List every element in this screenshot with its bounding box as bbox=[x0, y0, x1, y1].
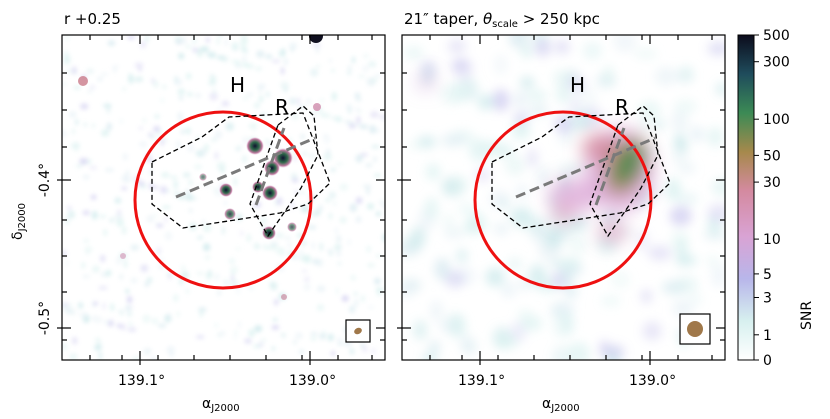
right-ticks bbox=[397, 35, 725, 365]
relic-width-line bbox=[254, 127, 286, 206]
label-R: R bbox=[275, 95, 289, 119]
right-panel: 21″ taper, θscale > 250 kpc H R bbox=[397, 10, 726, 414]
right-panel-frame bbox=[401, 34, 726, 361]
diffuse-emission bbox=[416, 74, 654, 242]
left-y-axis-label: δJ2000 bbox=[10, 203, 28, 240]
beam-indicator bbox=[679, 313, 711, 345]
colorbar-tick-label: 500 bbox=[763, 28, 790, 44]
colorbar-tick-label: 50 bbox=[763, 148, 781, 164]
colorbar-gradient bbox=[737, 34, 755, 361]
colorbar-tick-label: 5 bbox=[763, 267, 772, 283]
relic-width-line bbox=[594, 127, 626, 206]
svg-text:SNR: SNR bbox=[799, 301, 815, 330]
region-H-outline bbox=[151, 112, 331, 229]
noise-field bbox=[62, 35, 385, 360]
svg-text:-0.5°: -0.5° bbox=[37, 301, 53, 335]
left-panel: r +0.25 bbox=[10, 10, 386, 414]
left-ytick-label-2: -0.5° bbox=[37, 301, 53, 335]
region-H-outline bbox=[491, 112, 671, 229]
right-xtick-label-2: 139.0° bbox=[629, 373, 676, 389]
left-panel-image: H R bbox=[62, 35, 385, 360]
colorbar-tick-label: 3 bbox=[763, 291, 772, 307]
relic-axis-line bbox=[515, 136, 656, 199]
label-R: R bbox=[615, 95, 629, 119]
left-xtick-label-1: 139.1° bbox=[118, 373, 165, 389]
label-H: H bbox=[230, 73, 245, 97]
colorbar-tick-label: 10 bbox=[763, 232, 781, 248]
svg-text:-0.4°: -0.4° bbox=[37, 163, 53, 197]
colorbar-label: SNR bbox=[799, 301, 815, 330]
colorbar-tick-label: 1 bbox=[763, 328, 772, 344]
colorbar-tick-label: 100 bbox=[763, 112, 790, 128]
left-panel-frame bbox=[61, 34, 386, 361]
noise-field bbox=[402, 35, 725, 360]
right-panel-image: H R bbox=[402, 35, 725, 360]
red-circle bbox=[133, 110, 313, 290]
left-panel-title: r +0.25 bbox=[64, 10, 121, 28]
colorbar-tick-label: 300 bbox=[763, 55, 790, 71]
colorbar-tick-label: 30 bbox=[763, 175, 781, 191]
beam-indicator bbox=[345, 319, 371, 343]
right-x-axis-label: αJ2000 bbox=[542, 396, 580, 414]
colorbar-tick-label: 0 bbox=[763, 353, 772, 369]
left-xtick-label-2: 139.0° bbox=[289, 373, 336, 389]
left-ytick-label-1: -0.4° bbox=[37, 163, 53, 197]
label-H: H bbox=[570, 73, 585, 97]
left-x-axis-label: αJ2000 bbox=[202, 396, 240, 414]
left-ticks bbox=[57, 35, 385, 365]
right-panel-title: 21″ taper, θscale > 250 kpc bbox=[404, 10, 600, 30]
right-xtick-label-1: 139.1° bbox=[458, 373, 505, 389]
region-R-outline bbox=[589, 105, 659, 238]
svg-text:δJ2000: δJ2000 bbox=[10, 203, 28, 240]
red-circle bbox=[473, 110, 653, 290]
relic-axis-line bbox=[175, 136, 316, 199]
region-R-outline bbox=[249, 105, 319, 238]
